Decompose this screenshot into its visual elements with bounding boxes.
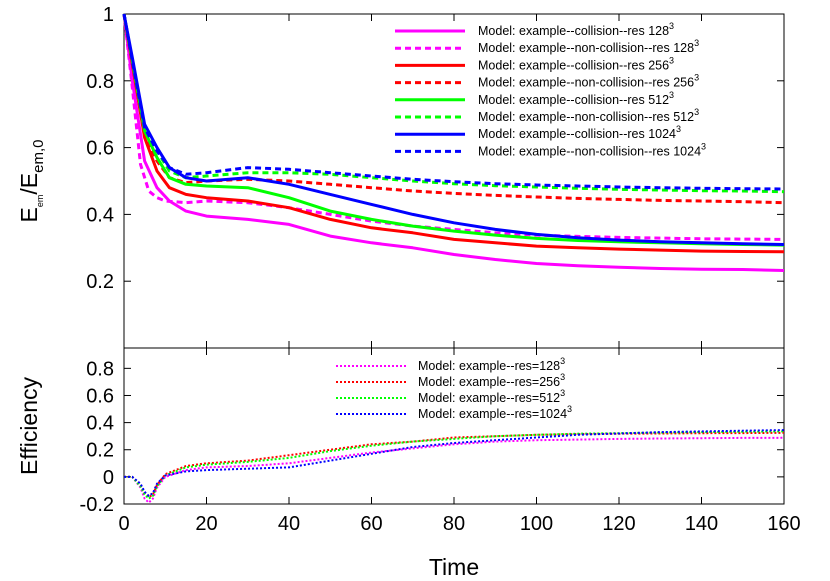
legend-label-superscript: 3 xyxy=(669,55,674,65)
energy-y-ticks: 0.2 0.4 0.6 0.8 1 xyxy=(86,4,784,293)
series-line xyxy=(124,430,785,500)
y-tick-label: -0.2 xyxy=(80,494,114,516)
y-tick-label: 0 xyxy=(103,467,114,489)
y-tick-label: 0.4 xyxy=(86,204,114,226)
legend-label-superscript: 3 xyxy=(560,388,565,398)
efficiency-y-axis-label: Efficiency xyxy=(16,376,42,475)
x-tick-label: 120 xyxy=(602,513,635,535)
efficiency-y-ticks: -0.2 0 0.2 0.4 0.6 0.8 xyxy=(80,358,784,516)
legend-label: Model: example--collision--res 10243 xyxy=(478,124,681,141)
energy-y-axis-label: Eem/Eem,0 xyxy=(16,140,47,223)
legend-label-superscript: 3 xyxy=(560,372,565,382)
series-line xyxy=(122,13,785,241)
legend-label-superscript: 3 xyxy=(694,38,699,48)
legend-label: Model: example--non-collision--res 5123 xyxy=(478,107,699,124)
legend-label: Model: example--res=10243 xyxy=(418,404,572,421)
legend-label: Model: example--collision--res 2563 xyxy=(478,55,674,72)
efficiency-series-lines xyxy=(124,429,785,504)
x-tick-label: 140 xyxy=(685,513,718,535)
legend-label-superscript: 3 xyxy=(560,356,565,366)
x-tick-label: 100 xyxy=(520,513,553,535)
x-ticks: 0 20 40 60 80 100 120 140 160 xyxy=(118,14,801,535)
series-line xyxy=(122,13,785,194)
x-axis-label: Time xyxy=(429,554,479,580)
legend-label-superscript: 3 xyxy=(567,404,572,414)
legend-label: Model: example--non-collision--res 10243 xyxy=(478,141,706,158)
y-tick-label: 0.6 xyxy=(86,385,114,407)
legend-label-superscript: 3 xyxy=(676,124,681,134)
energy-legend: Model: example--collision--res 1283Model… xyxy=(395,21,706,158)
legend-label: Model: example--res=1283 xyxy=(418,356,565,373)
y-tick-label: 0.2 xyxy=(86,440,114,462)
legend-label: Model: example--non-collision--res 1283 xyxy=(478,38,699,55)
series-line xyxy=(122,13,785,205)
x-tick-label: 80 xyxy=(443,513,465,535)
legend-label-superscript: 3 xyxy=(669,90,674,100)
series-line xyxy=(124,431,785,499)
y-tick-label: 0.8 xyxy=(86,71,114,93)
y-tick-label: 0.2 xyxy=(86,271,114,293)
x-tick-label: 40 xyxy=(278,513,300,535)
series-line xyxy=(124,429,785,497)
y-tick-label: 0.8 xyxy=(86,358,114,380)
legend-label-superscript: 3 xyxy=(669,21,674,31)
y-tick-label: 0.6 xyxy=(86,138,114,160)
series-line xyxy=(122,13,785,254)
legend-label: Model: example--collision--res 5123 xyxy=(478,90,674,107)
legend-label-superscript: 3 xyxy=(694,107,699,117)
series-line xyxy=(122,13,785,191)
series-line xyxy=(124,436,785,504)
x-tick-label: 20 xyxy=(195,513,217,535)
legend-label: Model: example--res=2563 xyxy=(418,372,565,389)
series-line xyxy=(122,13,785,246)
legend-label: Model: example--res=5123 xyxy=(418,388,565,405)
legend-label: Model: example--non-collision--res 2563 xyxy=(478,73,699,90)
x-tick-label: 60 xyxy=(360,513,382,535)
energy-series-lines xyxy=(122,13,785,272)
x-tick-label: 0 xyxy=(118,513,129,535)
y-tick-label: 1 xyxy=(103,4,114,26)
legend-label-superscript: 3 xyxy=(694,73,699,83)
legend-label-superscript: 3 xyxy=(701,141,706,151)
y-tick-label: 0.4 xyxy=(86,413,114,435)
series-line xyxy=(122,13,785,272)
legend-label: Model: example--collision--res 1283 xyxy=(478,21,674,38)
x-tick-label: 160 xyxy=(767,513,800,535)
